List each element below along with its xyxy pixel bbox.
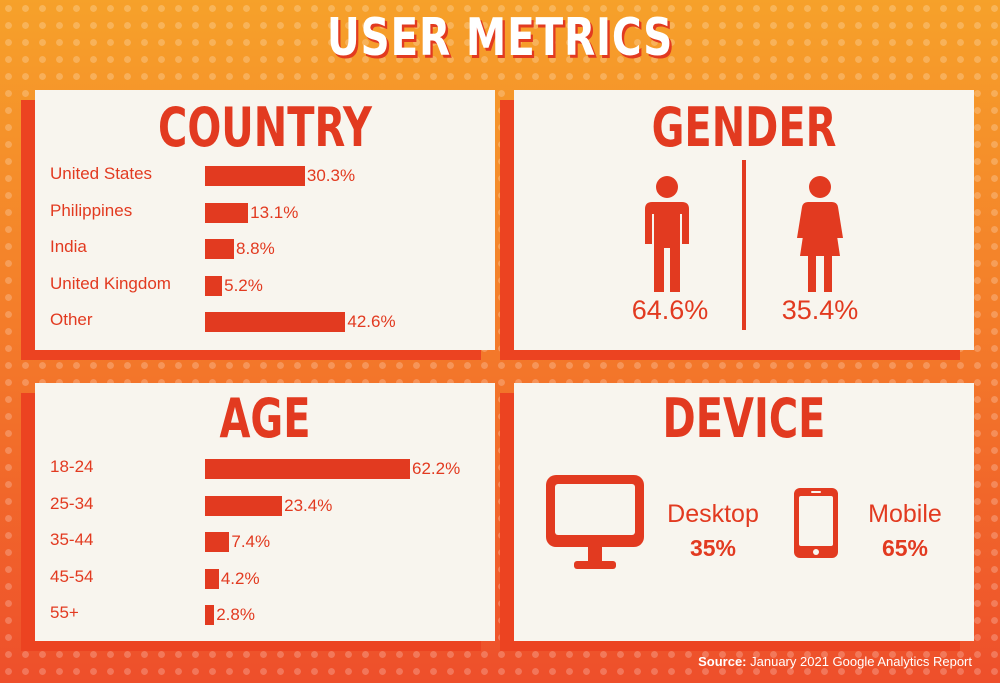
desktop-value: 35% xyxy=(689,535,737,561)
male-icon xyxy=(645,176,689,292)
source-note: Source: January 2021 Google Analytics Re… xyxy=(698,654,972,669)
bar xyxy=(205,275,223,296)
mobile-label: Mobile xyxy=(868,500,942,528)
bar-label: 55+ xyxy=(50,603,79,622)
bar xyxy=(205,312,346,332)
desktop-icon xyxy=(546,475,644,569)
device-title: DEVICE xyxy=(662,387,826,450)
gender-title: GENDER xyxy=(651,96,837,159)
bar-label: 35-44 xyxy=(50,530,94,549)
bar-label: 25-34 xyxy=(50,493,94,513)
bar-label: Other xyxy=(50,310,93,329)
gender-divider xyxy=(742,160,746,330)
bar-value-label: 4.2% xyxy=(220,568,260,588)
bar-label: United States xyxy=(50,164,153,183)
bar-value-label: 2.8% xyxy=(216,605,255,624)
country-title: COUNTRY xyxy=(158,96,372,159)
gender-panel: GENDER 64.6% 35.4% xyxy=(514,90,974,350)
mobile-icon xyxy=(794,488,838,558)
source-label: Source: xyxy=(698,654,747,669)
age-title: AGE xyxy=(219,387,311,450)
bar-value-label: 62.2% xyxy=(412,459,461,478)
bar xyxy=(205,568,219,589)
age-panel: AGE 18-24 62.2% 25-34 23.4% 35-44 7.4% 45-54 4.… xyxy=(35,383,495,641)
source-text: January 2021 Google Analytics Report xyxy=(750,654,972,669)
bar xyxy=(205,166,305,186)
bar-label: India xyxy=(50,237,87,256)
bar-value-label: 7.4% xyxy=(231,532,271,551)
page-title: USER METRICS xyxy=(326,8,674,68)
bar-label: 45-54 xyxy=(50,566,94,586)
male-value: 64.6% xyxy=(631,295,709,325)
device-panel: DEVICE Desktop 35% Mobile 65% xyxy=(514,383,974,641)
desktop-label: Desktop xyxy=(667,500,759,528)
bar-label: Philippines xyxy=(50,200,133,220)
bar-value-label: 30.3% xyxy=(306,166,356,185)
bar-value-label: 42.6% xyxy=(347,312,396,331)
bar xyxy=(205,532,230,552)
bar xyxy=(205,239,234,259)
bar xyxy=(205,202,249,223)
bar xyxy=(205,495,283,516)
bar xyxy=(205,605,215,625)
bar xyxy=(205,459,410,479)
bar-value-label: 5.2% xyxy=(224,275,263,295)
country-panel: COUNTRY United States 30.3% Philippines 13.… xyxy=(35,90,495,350)
mobile-value: 65% xyxy=(881,535,929,561)
bar-value-label: 13.1% xyxy=(250,202,299,222)
bar-label: United Kingdom xyxy=(50,273,171,293)
female-value: 35.4% xyxy=(781,295,859,325)
bar-value-label: 8.8% xyxy=(236,239,275,258)
bar-label: 18-24 xyxy=(50,457,94,476)
bar-value-label: 23.4% xyxy=(284,495,333,515)
female-icon xyxy=(797,176,843,292)
